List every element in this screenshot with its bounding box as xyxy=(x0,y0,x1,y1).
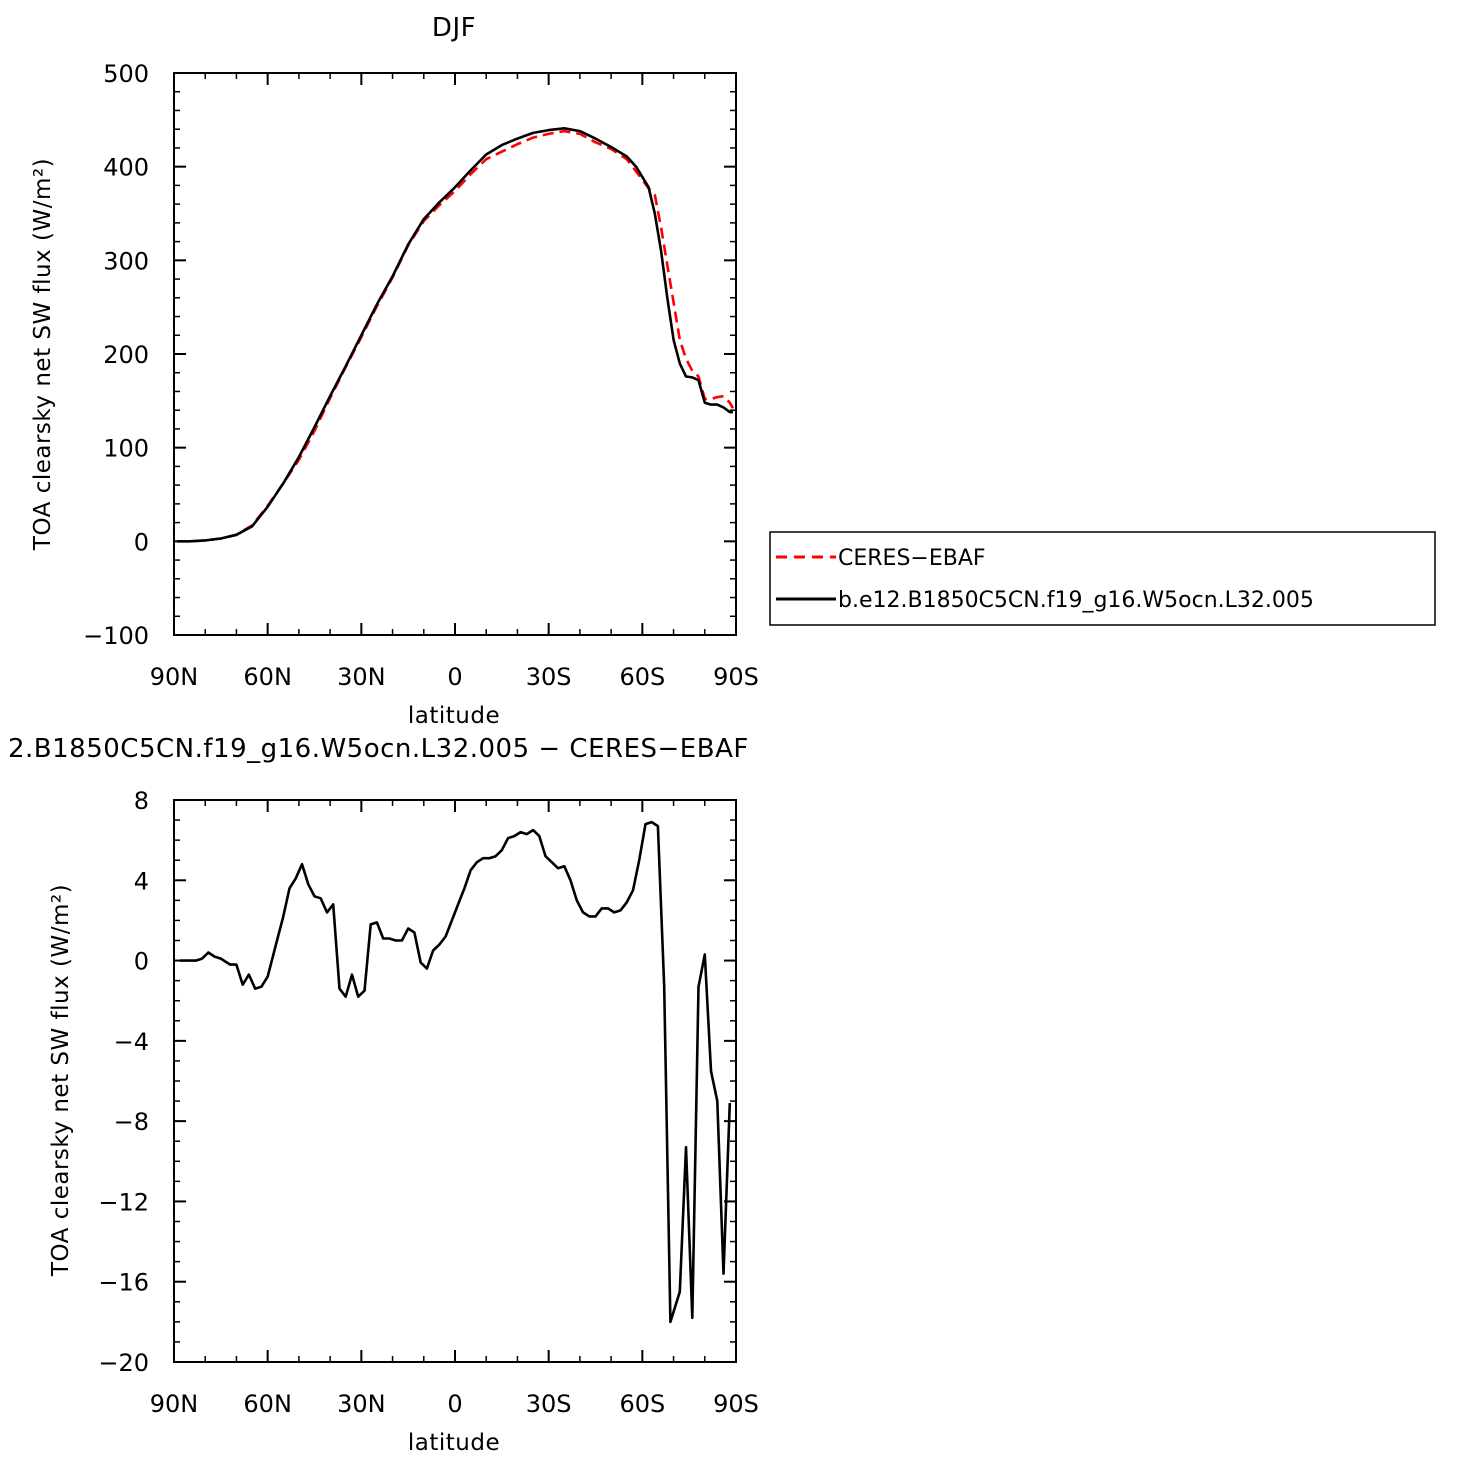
legend-box xyxy=(769,531,1436,626)
x-tick-label: 0 xyxy=(447,1390,462,1418)
bottom-chart: 2.B1850C5CN.f19_g16.W5ocn.L32.005 − CERE… xyxy=(8,734,759,1456)
x-tick-label: 90N xyxy=(150,663,199,691)
x-tick-label: 60N xyxy=(243,1390,292,1418)
y-tick-label: −4 xyxy=(114,1028,149,1056)
series-line-0 xyxy=(180,820,732,1324)
legend: CERES−EBAF b.e12.B1850C5CN.f19_g16.W5ocn… xyxy=(769,531,1436,626)
top-chart-title: DJF xyxy=(432,13,476,43)
bottom-series xyxy=(180,820,732,1324)
x-tick-label: 0 xyxy=(447,663,462,691)
top-ticks xyxy=(173,72,737,636)
y-tick-label: 100 xyxy=(103,435,149,463)
y-tick-label: −12 xyxy=(98,1188,149,1216)
y-tick-label: 0 xyxy=(134,948,149,976)
y-tick-label: 500 xyxy=(103,60,149,88)
bottom-tick-labels: 90N 60N 30N 0 30S 60S 90S −20 −16 −12 −8 −4 0 4 8 xyxy=(98,787,759,1418)
x-tick-label: 90N xyxy=(150,1390,199,1418)
y-tick-label: −8 xyxy=(114,1108,149,1136)
bottom-y-axis-label: TOA clearsky net SW flux (W/m²) xyxy=(48,884,74,1277)
x-tick-label: 30N xyxy=(337,663,386,691)
y-tick-label: −100 xyxy=(83,622,149,650)
bottom-plot-frame xyxy=(173,799,737,1363)
y-tick-label: −16 xyxy=(98,1269,149,1297)
x-tick-label: 30S xyxy=(526,1390,572,1418)
x-tick-label: 90S xyxy=(713,663,759,691)
top-series xyxy=(177,127,735,543)
top-tick-labels: 90N 60N 30N 0 30S 60S 90S −100 0 100 200 300 400 500 xyxy=(83,60,759,691)
x-tick-label: 60S xyxy=(619,1390,665,1418)
top-x-axis-label: latitude xyxy=(408,703,500,729)
top-plot-frame xyxy=(173,72,737,636)
x-tick-label: 60N xyxy=(243,663,292,691)
top-y-axis-label: TOA clearsky net SW flux (W/m²) xyxy=(30,158,56,551)
top-chart: DJF 90N 60N 30N 0 30S 60S 90S −100 0 100 200 300 400… xyxy=(30,13,1436,729)
x-tick-label: 60S xyxy=(619,663,665,691)
y-tick-label: −20 xyxy=(98,1349,149,1377)
x-tick-label: 30S xyxy=(526,663,572,691)
bottom-ticks xyxy=(173,799,737,1363)
y-tick-label: 200 xyxy=(103,341,149,369)
legend-entry-ceres: CERES−EBAF xyxy=(838,546,986,571)
legend-entry-model: b.e12.B1850C5CN.f19_g16.W5ocn.L32.005 xyxy=(838,588,1314,613)
x-tick-label: 30N xyxy=(337,1390,386,1418)
bottom-x-axis-label: latitude xyxy=(408,1430,500,1456)
x-tick-label: 90S xyxy=(713,1390,759,1418)
y-tick-label: 0 xyxy=(134,528,149,556)
y-tick-label: 8 xyxy=(134,787,149,815)
y-tick-label: 300 xyxy=(103,247,149,275)
bottom-chart-title: 2.B1850C5CN.f19_g16.W5ocn.L32.005 − CERE… xyxy=(8,734,749,764)
series-line-1 xyxy=(177,127,733,543)
y-tick-label: 4 xyxy=(134,867,149,895)
y-tick-label: 400 xyxy=(103,154,149,182)
